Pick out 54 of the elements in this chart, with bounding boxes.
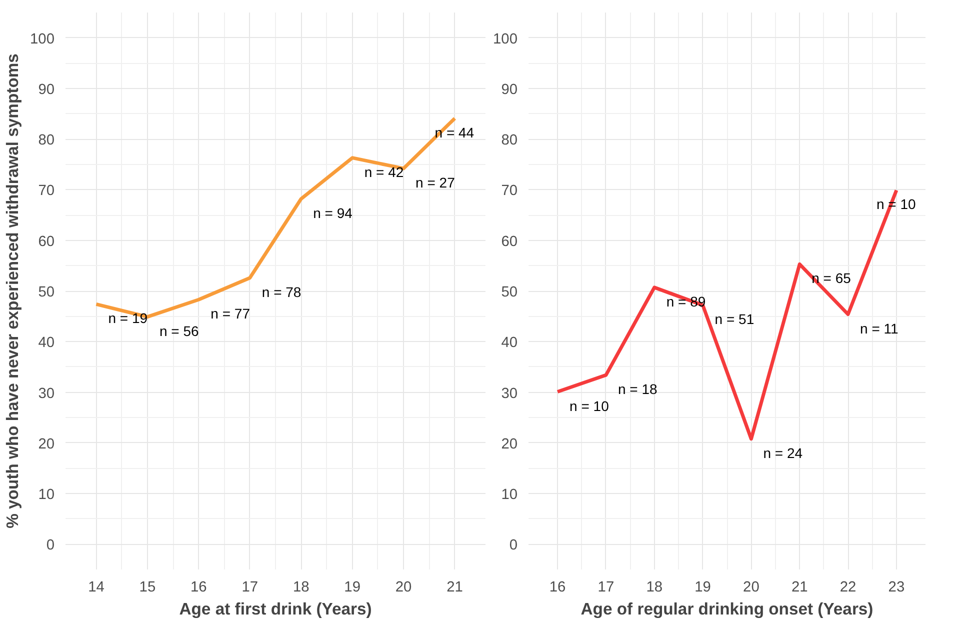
y-tick-label: 40 <box>38 335 55 352</box>
x-tick-label: 22 <box>840 580 856 596</box>
x-axis-title: Age at first drink (Years) <box>179 600 372 618</box>
x-tick-label: 17 <box>598 580 614 596</box>
y-tick-label: 0 <box>46 538 55 554</box>
x-tick-label: 21 <box>446 580 463 596</box>
y-tick-label: 20 <box>38 436 55 452</box>
annotation: n = 10 <box>570 398 610 414</box>
x-tick-label: 18 <box>292 580 310 596</box>
y-tick-label: 40 <box>501 335 518 352</box>
x-tick-label: 16 <box>190 580 207 596</box>
annotation: n = 10 <box>876 196 916 212</box>
x-tick-label: 19 <box>694 580 711 596</box>
y-tick-label: 80 <box>501 132 518 149</box>
x-axis-title: Age of regular drinking onset (Years) <box>580 600 874 618</box>
x-tick-label: 16 <box>549 580 566 596</box>
y-tick-label: 70 <box>501 183 518 200</box>
y-axis-title: % youth who have never experienced withdrawal symptoms <box>3 54 22 528</box>
annotation: n = 56 <box>159 322 199 339</box>
x-tick-label: 19 <box>344 580 360 596</box>
y-tick-label: 10 <box>38 487 55 504</box>
y-tick-label: 70 <box>38 183 55 200</box>
y-tick-label: 60 <box>38 234 55 250</box>
x-tick-label: 17 <box>242 580 258 596</box>
y-tick-label: 0 <box>509 538 518 554</box>
line-series <box>556 188 898 441</box>
x-tick-label: 14 <box>88 580 104 596</box>
x-tick-label: 15 <box>139 580 156 596</box>
x-tick-label: 20 <box>743 580 760 596</box>
y-tick-label: 20 <box>501 436 518 452</box>
annotation: n = 78 <box>262 284 302 300</box>
x-tick-label: 21 <box>791 580 808 596</box>
annotation: n = 27 <box>416 174 456 190</box>
y-tick-label: 30 <box>501 386 518 402</box>
y-tick-label: 90 <box>501 82 518 98</box>
x-tick-label: 20 <box>395 580 412 596</box>
y-tick-label: 10 <box>501 487 518 504</box>
annotation: n = 18 <box>618 381 658 398</box>
y-tick-label: 80 <box>38 132 55 149</box>
y-tick-label: 100 <box>493 31 518 48</box>
annotation: n = 51 <box>714 311 754 328</box>
x-tick-label: 23 <box>888 580 905 596</box>
y-tick-label: 100 <box>30 31 55 48</box>
annotation: n = 77 <box>210 306 250 322</box>
annotation: n = 11 <box>860 320 899 336</box>
annotation: n = 24 <box>763 444 803 461</box>
annotation: n = 94 <box>313 204 353 221</box>
y-tick-label: 50 <box>501 284 518 300</box>
y-tick-label: 30 <box>38 386 55 402</box>
x-tick-label: 18 <box>646 580 663 596</box>
y-tick-label: 60 <box>501 234 518 250</box>
y-tick-label: 50 <box>38 284 55 300</box>
annotation: n = 42 <box>364 164 404 180</box>
y-tick-label: 90 <box>38 82 55 98</box>
